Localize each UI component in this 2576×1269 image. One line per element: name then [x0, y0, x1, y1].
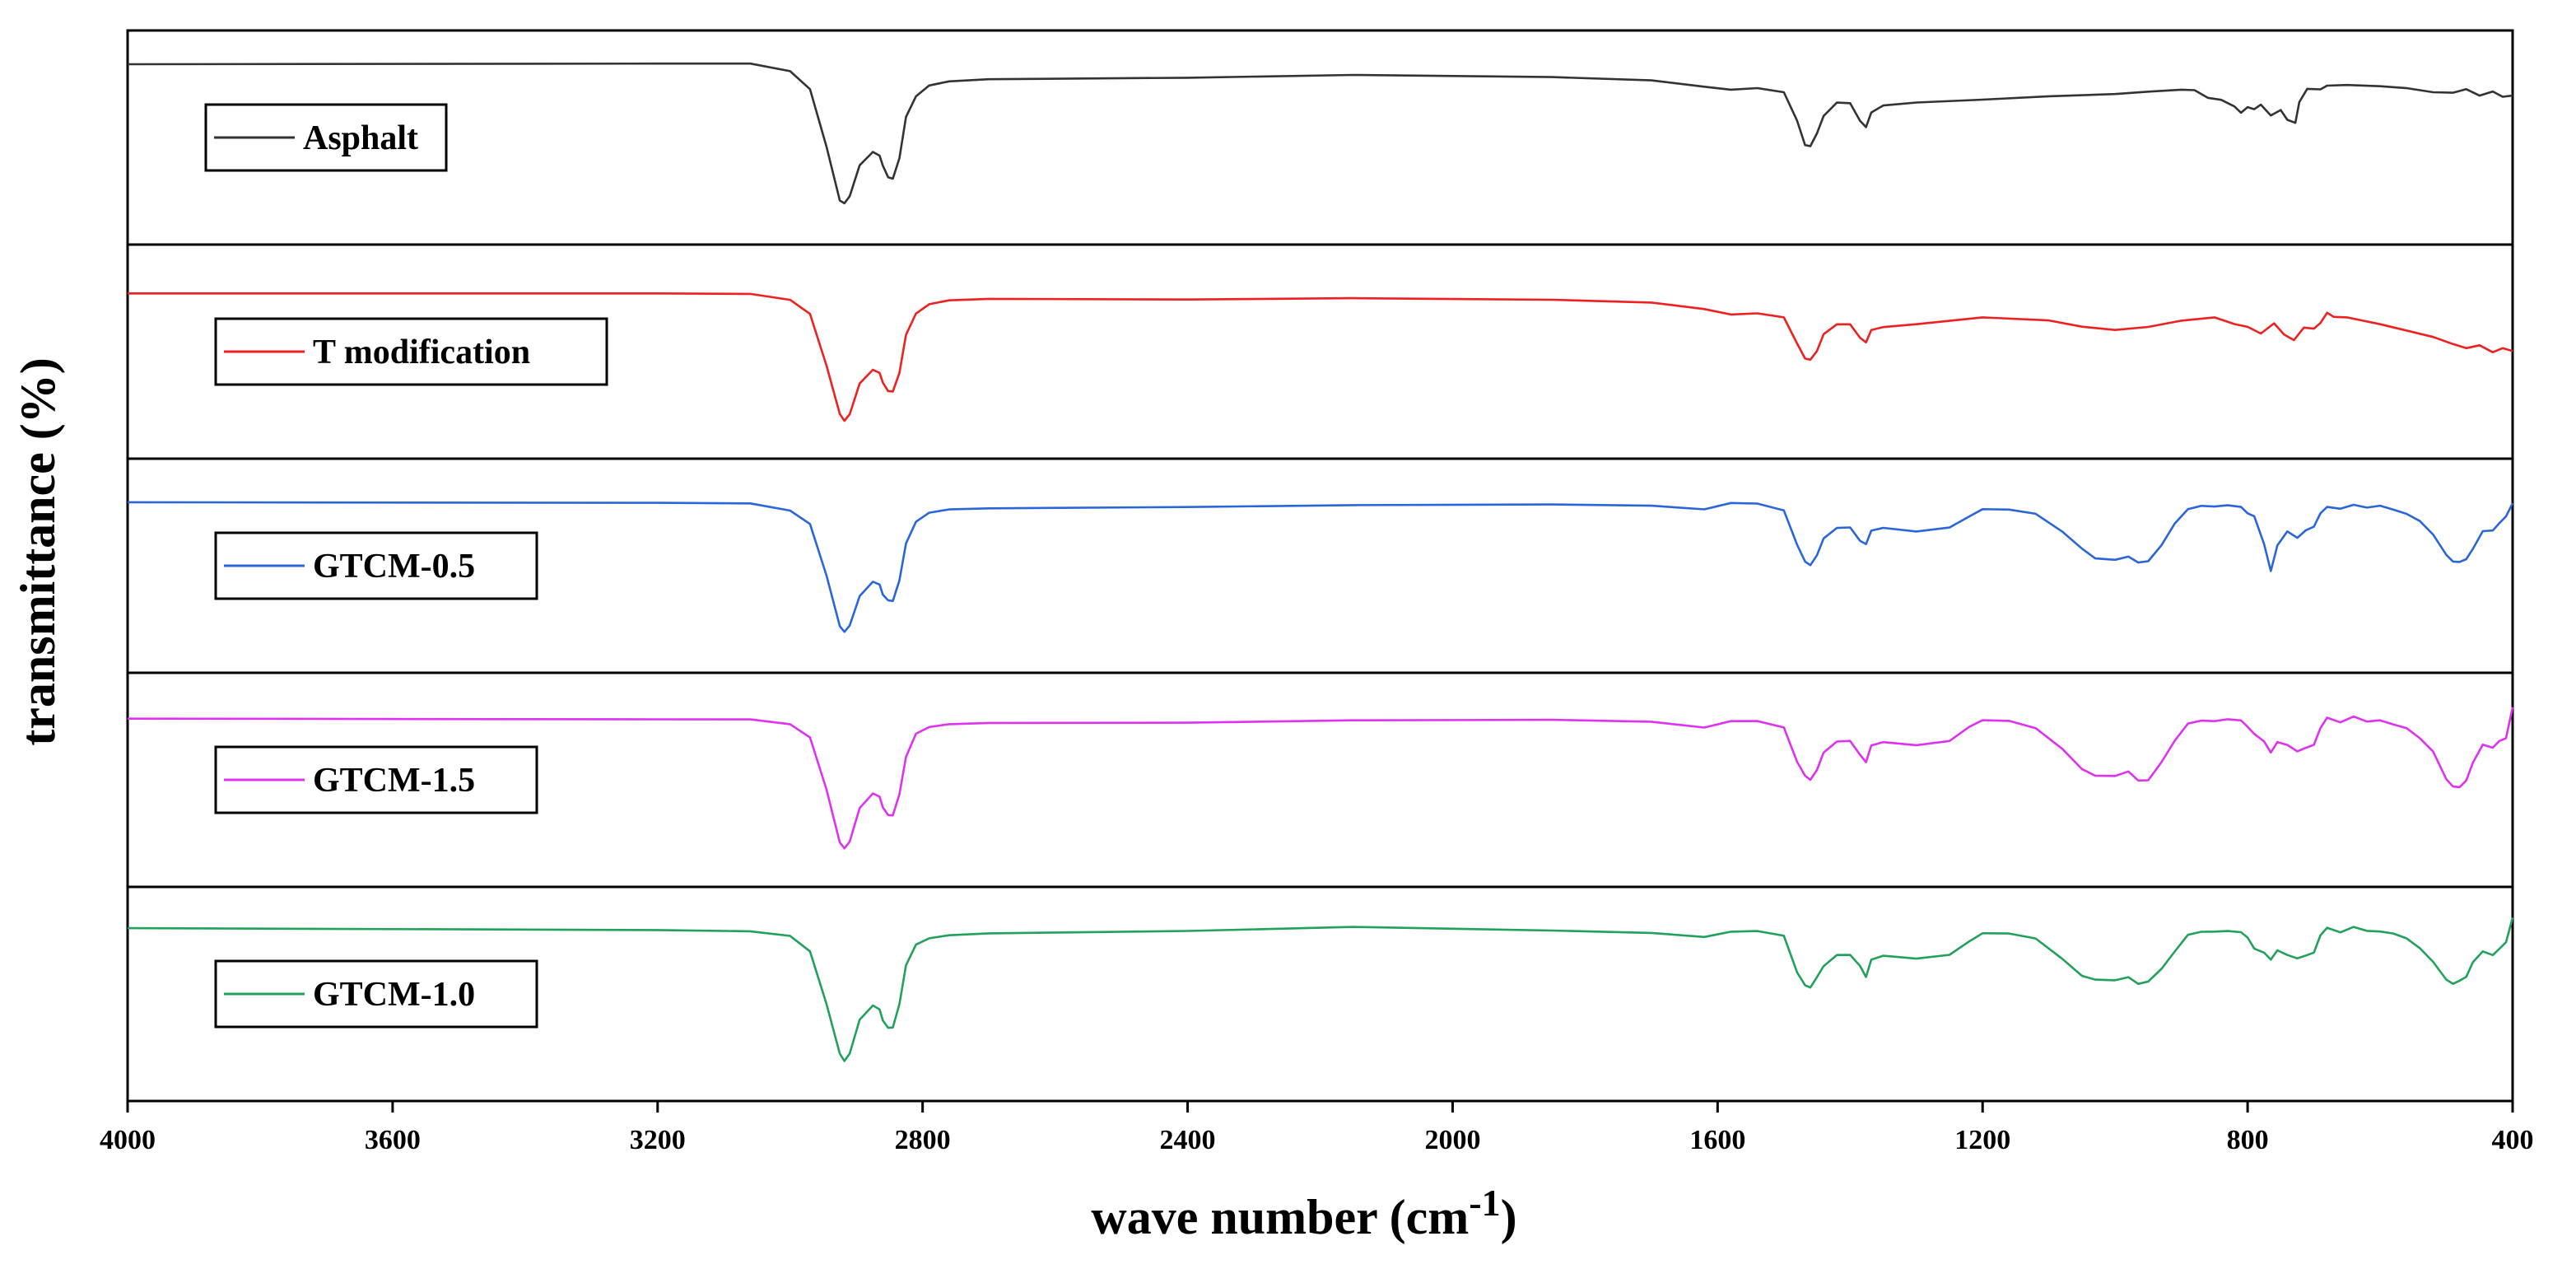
x-tick-label: 800 [2227, 1125, 2269, 1155]
x-axis-title-superscript: -1 [1469, 1182, 1500, 1224]
x-axis-title-suffix: ) [1501, 1190, 1517, 1244]
panel-2: GTCM-0.5 [126, 457, 2514, 674]
spectrum-line [127, 501, 2514, 633]
x-tick-label: 1200 [1954, 1125, 2010, 1155]
panel-frame [126, 885, 2514, 1103]
panel-1: T modification [126, 243, 2514, 460]
x-tick-label: 400 [2492, 1125, 2534, 1155]
x-tick-label: 2400 [1160, 1125, 1216, 1155]
legend-label: GTCM-0.5 [313, 548, 475, 586]
x-axis-title-main: wave number (cm [1091, 1190, 1469, 1244]
spectrum-panels: Asphalt T modification GTCM-0.5 GTCM-1.5 GTC… [126, 29, 2514, 1103]
x-tick-label: 2800 [895, 1125, 951, 1155]
panel-4: GTCM-1.0 [126, 885, 2514, 1103]
legend-label: GTCM-1.5 [313, 762, 475, 800]
legend-frame [204, 103, 448, 172]
legend-box: GTCM-1.0 [214, 959, 538, 1029]
panel-3: GTCM-1.5 [126, 671, 2514, 889]
spectrum-line [127, 917, 2514, 1062]
x-tick-label: 4000 [100, 1125, 156, 1155]
x-tick-label: 1600 [1689, 1125, 1745, 1155]
x-axis: 4000 3600 3200 2800 2400 2000 1600 1200 800 400 [100, 1101, 2534, 1155]
legend-box: GTCM-1.5 [214, 745, 538, 814]
legend-label: GTCM-1.0 [313, 976, 475, 1014]
legend-box: T modification [214, 317, 608, 386]
legend-label: Asphalt [303, 119, 418, 157]
y-axis-title: transmittance (%) [11, 357, 65, 746]
spectrum-line [127, 707, 2514, 850]
x-tick-label: 2000 [1424, 1125, 1480, 1155]
legend-label: T modification [313, 334, 530, 371]
legend-box: GTCM-0.5 [214, 531, 538, 600]
x-tick-label: 3200 [630, 1125, 686, 1155]
spectrum-line [127, 62, 2513, 205]
legend-box: Asphalt [204, 103, 448, 172]
x-tick-label: 3600 [365, 1125, 421, 1155]
spectrum-line [128, 292, 2513, 422]
x-axis-title: wave number (cm-1) [1091, 1182, 1516, 1244]
